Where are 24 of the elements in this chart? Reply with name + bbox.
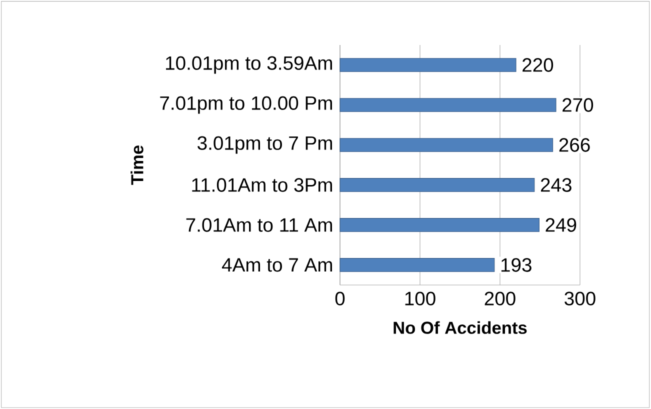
y-tick-label: 7.01Am to 11 Am <box>186 218 332 232</box>
data-label: 193 <box>501 258 532 272</box>
y-tick-label: 4Am to 7 Am <box>222 258 332 272</box>
data-label: 220 <box>522 58 554 72</box>
y-tick-label: 11.01Am to 3Pm <box>192 178 332 192</box>
bar <box>340 178 535 192</box>
bar <box>340 98 556 112</box>
x-tick-label: 300 <box>564 292 596 306</box>
y-tick-label: 3.01pm to 7 Pm <box>198 136 332 154</box>
data-label: 249 <box>546 218 576 232</box>
data-label: 266 <box>559 138 590 152</box>
x-tick-label: 100 <box>405 292 436 306</box>
x-axis-title: No Of Accidents <box>394 321 527 334</box>
x-tick-label: 0 <box>335 292 345 306</box>
bar <box>340 58 516 72</box>
y-tick-label: 10.01pm to 3.59Am <box>166 56 332 74</box>
bar <box>340 258 495 272</box>
y-axis-title: Time <box>130 146 144 185</box>
bar <box>340 138 554 152</box>
data-label: 243 <box>540 178 572 192</box>
x-tick-label: 200 <box>484 292 516 306</box>
y-tick-label: 7.01pm to 10.00 Pm <box>160 96 332 114</box>
data-label: 270 <box>562 98 594 112</box>
bar <box>340 218 540 232</box>
